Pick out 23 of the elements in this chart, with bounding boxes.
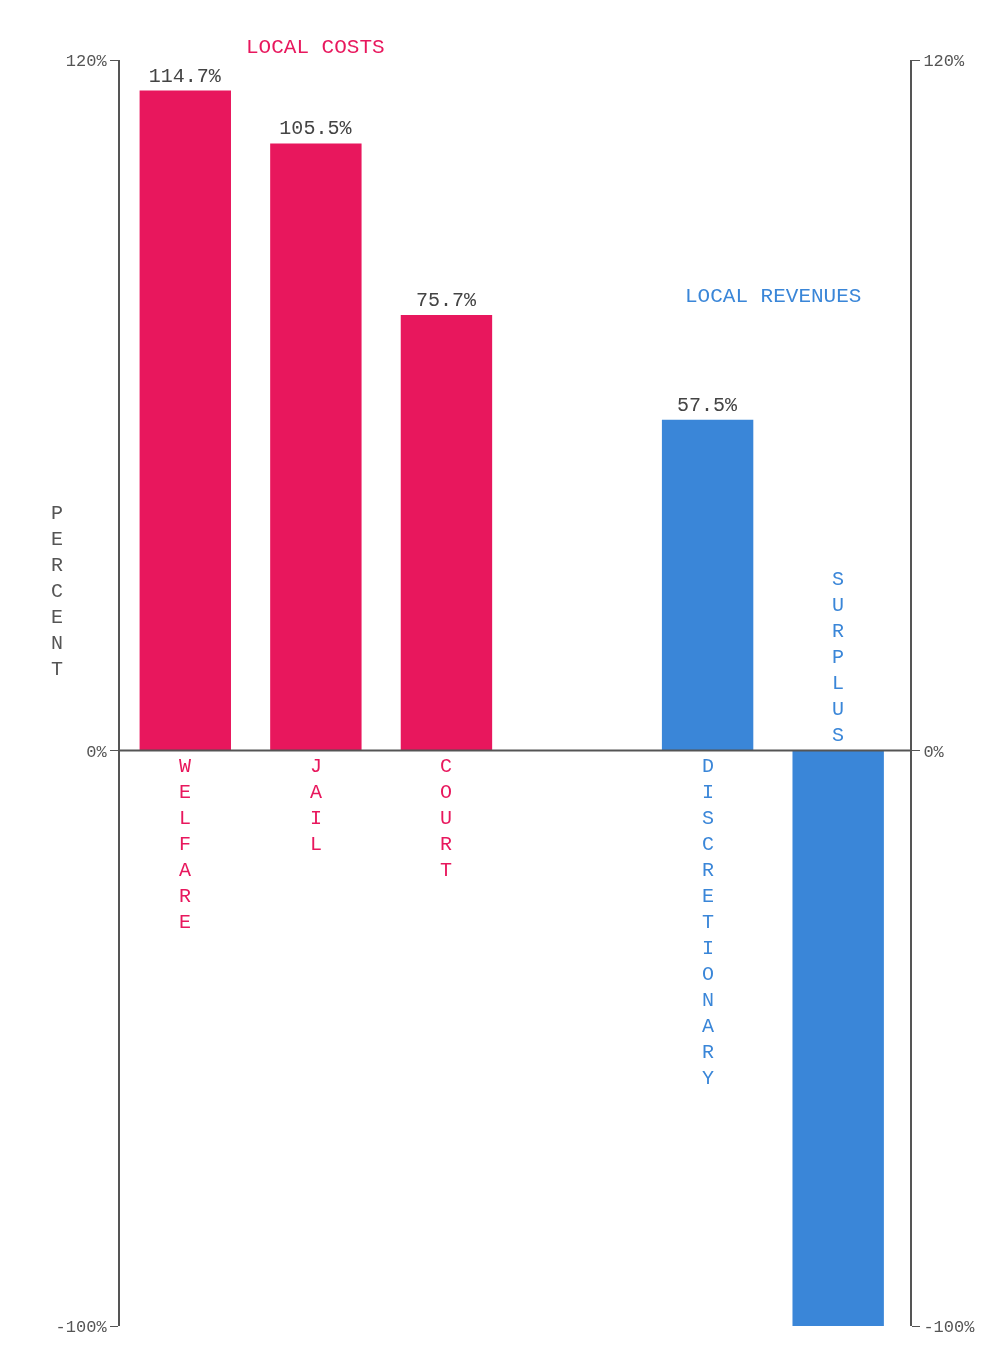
category-label: DISCRETIONARY — [702, 755, 715, 1090]
x-tick-label: JAIL — [310, 755, 323, 856]
x-tick-label: COURT — [440, 755, 453, 882]
data-label: 114.7% — [148, 64, 222, 88]
y-axis-title: PERCENT — [51, 502, 64, 681]
bar — [792, 750, 884, 1326]
data-label: 57.5% — [677, 393, 739, 417]
x-tick-label: WELFARE — [179, 755, 192, 934]
series-label: LOCAL COSTS — [246, 36, 385, 59]
y2-tick-label: 120% — [923, 51, 966, 71]
y-tick-label: 0% — [86, 742, 108, 762]
bar — [139, 90, 231, 751]
data-label: 75.7% — [415, 288, 477, 312]
text: LOCAL REVENUES — [685, 285, 862, 308]
y-tick-label: 120% — [65, 51, 108, 71]
data-label: 105.5% — [279, 117, 353, 141]
x-tick-label: SURPLUS — [832, 568, 845, 747]
y2-tick-label: -100% — [923, 1317, 976, 1337]
bar — [400, 314, 493, 751]
y-tick-label: -100% — [55, 1317, 108, 1337]
bar — [661, 419, 754, 751]
y2-tick-label: 0% — [923, 742, 945, 762]
bar — [270, 143, 362, 751]
